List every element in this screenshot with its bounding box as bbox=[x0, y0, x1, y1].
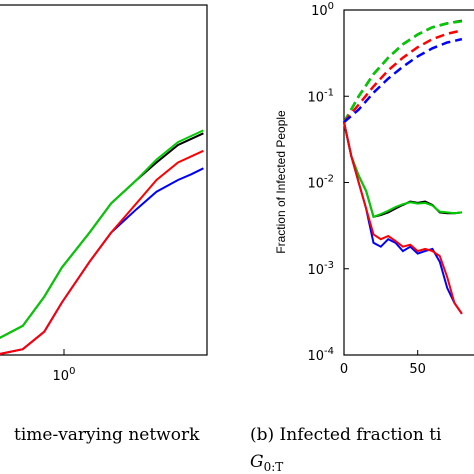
panel-b-x-ticks: 0 50 bbox=[340, 350, 426, 377]
panel-a-x-tick-base: 10 bbox=[53, 369, 70, 384]
panel-a-series-line bbox=[0, 167, 204, 355]
panel-b-y-tick-label: 100 bbox=[311, 1, 334, 19]
panel-a-series-line bbox=[0, 149, 204, 355]
panel-a: 100 time-varying network bbox=[0, 4, 208, 445]
panel-b-dashed-series-line bbox=[343, 37, 463, 124]
panel-b-y-axis-label: Fraction of Infected People bbox=[274, 110, 288, 254]
panel-b-series-line bbox=[343, 121, 463, 315]
panel-b-caption: (b) Infected fraction ti bbox=[250, 425, 442, 445]
panel-b-series-line bbox=[343, 121, 463, 315]
panel-b: 10-4 10-3 10-2 10-1 100 0 50 Fraction of Infe… bbox=[250, 1, 474, 474]
panel-b-y-tick-label: 10-3 bbox=[307, 260, 334, 278]
panel-b-y-tick-label: 10-4 bbox=[307, 346, 334, 364]
panel-a-series-line bbox=[0, 132, 204, 339]
panel-a-x-tick-label: 100 bbox=[53, 366, 76, 384]
panel-a-series-line bbox=[0, 129, 204, 339]
panel-a-caption: time-varying network bbox=[14, 425, 200, 445]
panel-b-x-tick-label: 50 bbox=[409, 362, 426, 377]
panel-b-y-tick-label: 10-2 bbox=[307, 174, 334, 192]
panel-b-caption-math-main: G bbox=[250, 452, 264, 472]
panel-b-dashed-series-line bbox=[342, 20, 463, 123]
panel-b-series-line bbox=[343, 121, 463, 219]
panel-b-series-group bbox=[342, 19, 463, 315]
panel-b-dashed-series-line bbox=[343, 29, 463, 124]
panel-b-y-tick-label: 10-1 bbox=[307, 87, 334, 105]
panel-b-y-ticks: 10-4 10-3 10-2 10-1 100 bbox=[307, 1, 349, 364]
panel-a-plot-frame bbox=[0, 4, 208, 356]
panel-b-series-line bbox=[343, 121, 463, 219]
panel-b-x-tick-label: 0 bbox=[340, 362, 348, 377]
panel-b-caption-math-sub: 0:T bbox=[264, 460, 284, 474]
panel-b-caption-math: G0:T bbox=[250, 452, 283, 474]
panel-a-series-group bbox=[0, 129, 204, 355]
panel-a-x-tick-exp: 0 bbox=[69, 366, 75, 377]
